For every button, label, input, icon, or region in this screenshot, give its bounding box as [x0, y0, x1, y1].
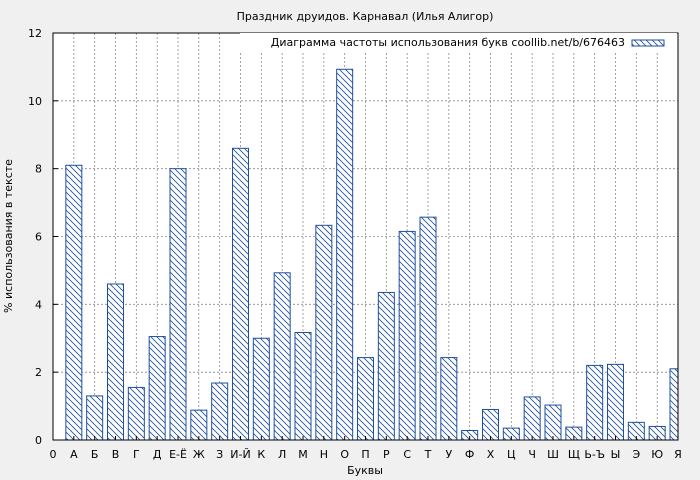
legend: Диаграмма частоты использования букв coo…: [240, 33, 677, 51]
x-axis-origin-label: 0: [50, 448, 57, 461]
x-tick-label: П: [361, 448, 369, 461]
y-tick-label: 8: [35, 163, 42, 176]
bar: [607, 363, 624, 441]
x-tick-label: У: [445, 448, 452, 461]
bar: [482, 408, 499, 441]
x-tick-label: Ю: [651, 448, 663, 461]
bar: [377, 291, 395, 441]
x-tick-label: Э: [632, 448, 640, 461]
y-tick-label: 6: [35, 231, 42, 244]
bar: [86, 395, 104, 441]
x-tick-label: Ч: [528, 448, 536, 461]
x-tick-label: Д: [153, 448, 162, 461]
y-axis-ticks: 0 2 4 6 8 10 12: [28, 27, 58, 447]
x-tick-label: Т: [424, 448, 432, 461]
legend-swatch: [631, 39, 665, 47]
y-tick-label: 4: [35, 298, 42, 311]
bar: [127, 386, 145, 441]
bar: [107, 283, 124, 441]
bar: [294, 331, 312, 441]
bar: [419, 216, 437, 441]
x-axis-ticks: А Б В Г Д Е-Ё Ж З И-Й К Л М Н О П Р С Т У Ф Х Ц Ч Ш Щ Ь-Ъ Ы Э Ю Я: [70, 436, 682, 461]
legend-label: Диаграмма частоты использования букв coo…: [271, 36, 625, 49]
x-tick-label: Б: [91, 448, 99, 461]
bar: [252, 337, 270, 441]
x-tick-label: Г: [133, 448, 140, 461]
legend-background: [240, 33, 677, 51]
x-tick-label: Р: [383, 448, 390, 461]
bar: [544, 404, 562, 441]
x-tick-label: Н: [320, 448, 328, 461]
bar: [357, 357, 374, 441]
x-tick-label: Я: [674, 448, 682, 461]
bar: [586, 364, 604, 441]
x-tick-label: И-Й: [230, 448, 250, 461]
x-tick-label: Л: [278, 448, 286, 461]
x-tick-label: К: [257, 448, 265, 461]
bar: [336, 68, 354, 441]
bar: [190, 409, 208, 441]
x-tick-label: А: [70, 448, 78, 461]
bar: [273, 272, 291, 441]
x-axis-label: Буквы: [347, 464, 383, 477]
bar: [315, 224, 333, 441]
x-tick-label: Ж: [193, 448, 205, 461]
chart-title: Праздник друидов. Карнавал (Илья Алигор): [237, 10, 494, 23]
x-tick-label: М: [298, 448, 308, 461]
x-tick-label: З: [216, 448, 223, 461]
x-tick-label: Щ: [568, 448, 580, 461]
bar: [232, 147, 249, 441]
x-tick-label: Ф: [465, 448, 474, 461]
bar: [398, 230, 416, 441]
y-tick-label: 2: [35, 366, 42, 379]
bar: [211, 382, 229, 441]
x-tick-label: Ь-Ъ: [584, 448, 605, 461]
x-tick-label: В: [112, 448, 120, 461]
y-tick-label: 10: [28, 95, 42, 108]
y-axis-label: % использования в тексте: [2, 159, 15, 313]
y-tick-label: 0: [35, 434, 42, 447]
bar: [440, 357, 458, 441]
x-tick-label: Е-Ё: [169, 448, 187, 461]
bar: [65, 164, 83, 441]
x-tick-label: С: [403, 448, 411, 461]
x-tick-label: Ы: [611, 448, 621, 461]
x-tick-label: Х: [487, 448, 495, 461]
bar: [148, 336, 166, 441]
x-tick-label: Ц: [507, 448, 516, 461]
bar: [523, 396, 541, 441]
y-tick-label: 12: [28, 27, 42, 40]
x-tick-label: Ш: [547, 448, 559, 461]
plot-area: [52, 32, 679, 441]
x-tick-label: О: [340, 448, 349, 461]
bar: [669, 368, 679, 441]
bar: [169, 168, 187, 441]
